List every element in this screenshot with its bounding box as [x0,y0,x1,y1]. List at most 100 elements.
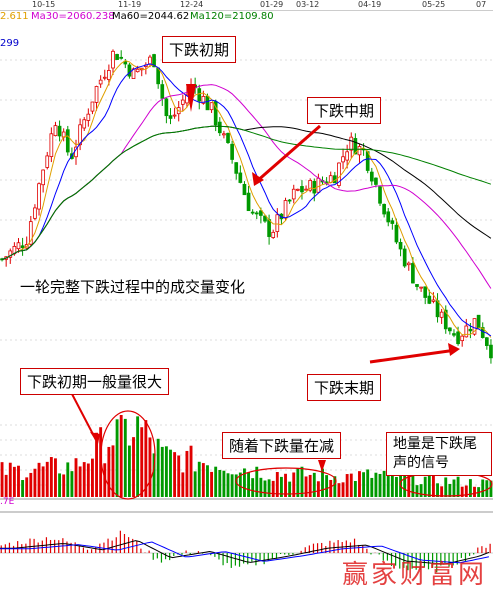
volume-bar [148,437,152,497]
volume-bar [419,484,423,497]
volume-bar [386,468,390,497]
volume-bar [243,468,246,497]
candle-body [456,331,460,345]
volume-bar [70,471,74,497]
volume-bar [136,416,140,497]
volume-bar [275,472,279,497]
ma120-line [1,125,492,260]
volume-bar [37,462,41,497]
candle-body [168,115,173,119]
candle-body [37,183,41,210]
arrow-early-volume-head [90,432,100,444]
candle-body [246,192,251,212]
volume-bar [119,415,123,497]
candle-body [115,54,119,60]
volume-bar [140,427,144,497]
candle-body [448,327,452,332]
highlight-decreasing-volume [235,467,337,495]
volume-bar [259,477,263,497]
volume-bar [230,474,234,497]
volume-bar [460,486,464,497]
candle-body [300,186,304,193]
volume-bar [33,468,37,497]
candle-body [390,220,395,224]
candle-body [164,98,169,117]
volume-bar [238,472,242,497]
annotation-mid-stage: 下跌中期 [307,97,382,124]
candle-body [308,179,313,191]
candle-body [20,245,25,249]
volume-bar [169,449,172,497]
date-label: 01-29 [260,0,284,9]
candle-body [226,132,230,143]
volume-bar [411,469,415,497]
volume-bar [103,463,107,497]
arrow-early-stage [186,84,196,112]
volume-bar [107,446,111,497]
volume-bar [115,419,119,497]
volume-bar [74,458,78,497]
candle-body [402,248,407,267]
candle-body [185,94,189,104]
volume-bar [201,463,205,497]
volume-bar [440,486,444,497]
date-axis: 10-15 11-19 12-24 01-29 03-12 04-19 05-2… [0,0,493,10]
candle-body [28,221,33,245]
volume-bar [427,472,431,497]
annotation-full-cycle: 一轮完整下跌过程中的成交量变化 [20,278,246,296]
candle-body [291,188,296,200]
candle-body [283,200,288,219]
candle-body [464,325,469,338]
candle-body [316,177,321,193]
volume-bar [288,481,292,497]
candle-body [205,95,210,111]
volume-bar [279,476,283,497]
candle-body [378,186,382,204]
ma-label: 2.611 [0,11,29,22]
volume-bar [41,466,45,497]
candle-body [8,250,13,258]
volume-bar [403,472,407,497]
volume-bar [312,472,316,497]
candle-body [382,203,386,215]
ma5-line [1,60,492,338]
candle-body [90,101,95,112]
volume-bar [8,462,12,497]
candle-body [411,263,415,284]
candle-body [489,344,493,359]
volume-bar [329,479,333,497]
volume-bar [308,474,312,497]
date-label: 04-19 [358,0,382,9]
candle-body [337,162,341,186]
volume-bar [197,461,201,497]
candle-body [460,335,465,342]
candle-body [394,224,399,243]
candle-body [398,242,403,250]
volume-bar [12,466,16,497]
volume-bar [374,472,378,497]
ma-label: Ma30=2060.238 [31,11,115,22]
candle-body [213,101,218,126]
candle-body [135,68,140,73]
candle-body [254,212,259,215]
candle-body [94,86,99,103]
candle-body [341,156,345,163]
candle-body [16,242,21,250]
candle-body [374,177,378,185]
volume-bar [423,476,427,497]
volume-bar [173,452,177,497]
volume-bar [337,483,341,497]
volume-bar [448,483,452,497]
arrow-mid-stage-head [252,172,264,186]
volume-bar [251,478,255,497]
volume-bar [247,472,250,497]
highlight-early-volume [100,410,156,500]
candle-body [234,162,239,174]
volume-bar [316,481,320,497]
volume-bar [456,476,460,497]
candle-body [415,284,419,287]
volume-bar [362,472,366,497]
volume-bar [218,470,222,497]
volume-bar [271,480,275,497]
